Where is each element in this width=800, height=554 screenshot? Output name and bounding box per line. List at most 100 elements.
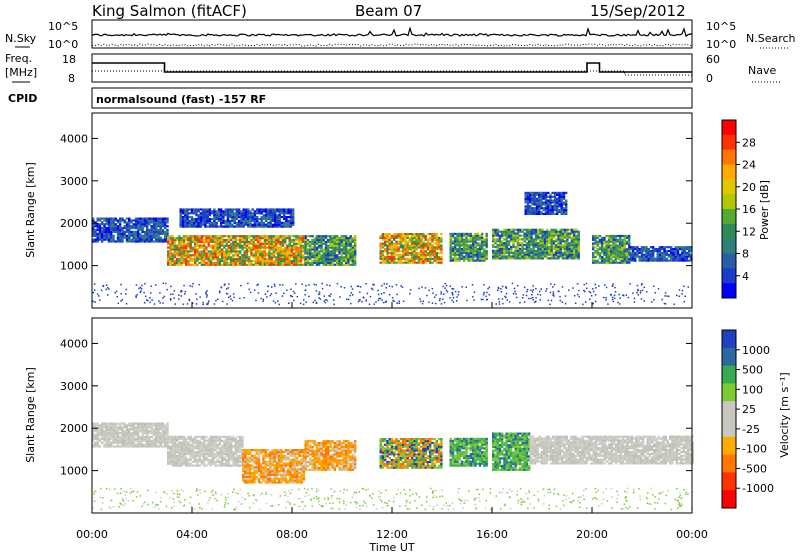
echo-band [379,438,443,469]
cpid-label: CPID [8,92,37,105]
colorbar-segment [722,472,736,491]
power-y-ticks: 4000 3000 2000 1000 [60,132,692,273]
y-tick-label: 3000 [60,380,88,393]
colorbar-segment [722,419,736,438]
colorbar-tick-label: 8 [742,248,749,261]
colorbar-segment [722,283,736,299]
noise-search-line [92,43,693,47]
echo-band [492,228,580,260]
echo-band [492,432,531,471]
x-tick-label: 12:00 [376,528,408,541]
x-tick-label: 08:00 [276,528,308,541]
station-title: King Salmon (fitACF) [92,2,247,20]
colorbar-segment [722,164,736,180]
colorbar-segment [722,436,736,456]
velocity-panel-frame [91,317,693,514]
freq-panel-frame [91,53,693,83]
noise-left-tick-top: 10^5 [48,20,78,33]
nave-line [92,70,692,76]
cpid-panel-frame [91,87,693,109]
echo-band [167,235,307,266]
x-axis-ticks: 00:00 04:00 08:00 12:00 16:00 20:00 00:00 [76,302,708,541]
echo-band [92,217,169,243]
velocity-colorbar [721,329,737,509]
echo-band [449,437,488,467]
colorbar-segment [722,347,736,367]
near-range-scatter [92,487,694,511]
cpid-text: normalsound (fast) -157 RF [96,93,266,106]
colorbar-tick-label: -100 [742,443,767,456]
x-axis-label: Time UT [368,541,414,554]
colorbar-tick-label: 4 [742,270,749,283]
colorbar-tick-label: 28 [742,136,756,149]
nave-tick-top: 60 [706,53,720,66]
colorbar-tick-label: 100 [742,383,763,396]
freq-unit: [MHz] [5,66,37,79]
noise-right-tick-top: 10^5 [706,20,736,33]
noise-right-tick-bottom: 10^0 [706,38,736,51]
colorbar-segment [722,268,736,284]
colorbar-segment [722,238,736,254]
colorbar-tick-label: 24 [742,159,756,172]
colorbar-segment [722,330,736,349]
colorbar-segment [722,401,736,420]
colorbar-tick-label: 20 [742,181,756,194]
colorbar-segment [722,120,736,136]
velocity-y-label: Slant Range [km] [24,367,37,463]
y-tick-label: 1000 [60,465,88,478]
x-tick-label: 16:00 [476,528,508,541]
x-tick-label: 04:00 [176,528,208,541]
colorbar-tick-label: 500 [742,364,763,377]
power-y-label: Slant Range [km] [24,162,37,258]
colorbar-frame [721,329,737,509]
y-tick-label: 3000 [60,175,88,188]
nave-tick-bottom: 0 [706,72,713,85]
colorbar-segment [722,454,736,473]
colorbar-segment [722,490,736,509]
velocity-colorbar-ticks: 1000 500 100 25 -25 -100 -500 -1000 [736,344,774,495]
colorbar-segment [722,365,736,384]
colorbar-segment [722,253,736,269]
colorbar-segment [722,149,736,165]
power-colorbar-ticks: 28 24 20 16 12 8 4 [736,136,756,283]
colorbar-segment [722,194,736,210]
echo-band [524,191,568,215]
echo-band [179,208,295,228]
noise-right-label: N.Search [746,32,796,45]
colorbar-tick-label: -500 [742,462,767,475]
x-tick-label: 00:00 [676,528,708,541]
noise-left-label: N.Sky [5,32,37,45]
colorbar-segment [722,134,736,151]
echo-band [242,449,306,484]
colorbar-segment [722,223,736,240]
colorbar-tick-label: 25 [742,403,756,416]
colorbar-tick-label: 16 [742,203,756,216]
echo-band [379,233,443,264]
echo-band [167,435,244,467]
power-colorbar-label: Power [dB] [758,180,771,240]
colorbar-tick-label: 12 [742,225,756,238]
power-colorbar [721,119,737,299]
velocity-heatmap [92,422,694,511]
x-tick-label: 20:00 [576,528,608,541]
echo-band [529,435,694,465]
y-tick-label: 1000 [60,260,88,273]
echo-band [449,232,488,262]
date-title: 15/Sep/2012 [590,2,686,20]
freq-tick-bottom: 8 [68,72,75,85]
power-heatmap [92,191,693,306]
y-tick-label: 4000 [60,337,88,350]
y-tick-label: 2000 [60,217,88,230]
freq-label: Freq. [5,52,32,65]
echo-band [592,234,631,264]
echo-band [304,235,357,266]
echo-band [92,422,169,448]
x-tick-label: 00:00 [76,528,108,541]
nave-label: Nave [748,64,776,77]
colorbar-segment [722,209,736,225]
colorbar-tick-label: -1000 [742,482,774,495]
colorbar-tick-label: 1000 [742,344,770,357]
velocity-y-ticks: 4000 3000 2000 1000 [60,337,692,478]
colorbar-tick-label: -25 [742,423,760,436]
